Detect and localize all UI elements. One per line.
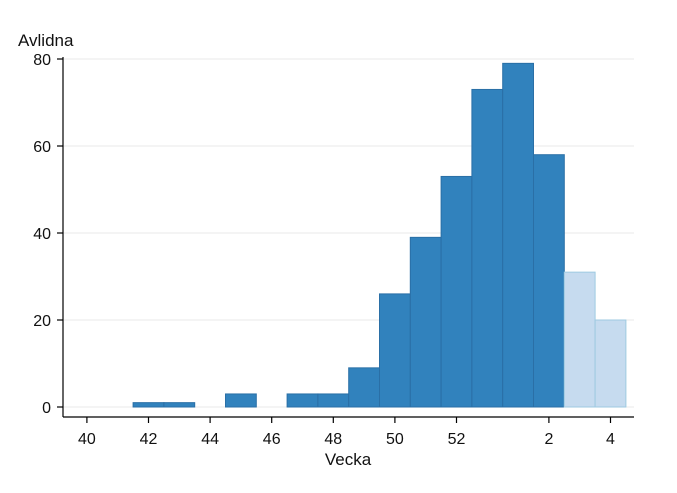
y-tick-label-80: 80 xyxy=(33,52,51,69)
bar-week-48 xyxy=(317,393,350,408)
x-tick-label-50: 50 xyxy=(386,431,404,448)
bar-week-1 xyxy=(502,62,535,408)
x-axis-title: Vecka xyxy=(325,450,372,469)
y-tick-label-0: 0 xyxy=(42,400,51,417)
bar-week-45 xyxy=(225,393,257,408)
bar-week-43 xyxy=(163,402,196,408)
x-tick-label-44: 44 xyxy=(201,431,219,448)
y-ticks: 0 20 40 60 80 xyxy=(33,52,63,417)
bar-week-53 xyxy=(471,88,504,408)
x-tick-label-4: 4 xyxy=(606,431,615,448)
bars xyxy=(132,62,627,408)
y-axis-title: Avlidna xyxy=(18,31,74,50)
x-tick-label-42: 42 xyxy=(140,431,158,448)
y-tick-label-20: 20 xyxy=(33,313,51,330)
bar-week-51 xyxy=(409,236,442,408)
y-tick-label-40: 40 xyxy=(33,226,51,243)
bar-week-4 xyxy=(594,319,627,408)
bar-week-42 xyxy=(132,402,165,408)
bar-week-47 xyxy=(286,393,319,408)
x-ticks: 40 42 44 46 48 50 52 2 4 xyxy=(78,417,615,448)
x-tick-label-48: 48 xyxy=(324,431,342,448)
axes xyxy=(62,57,634,418)
x-tick-label-46: 46 xyxy=(263,431,281,448)
x-tick-label-52: 52 xyxy=(448,431,466,448)
bar-week-3 xyxy=(563,271,596,408)
bar-week-2 xyxy=(533,154,565,408)
y-tick-label-60: 60 xyxy=(33,139,51,156)
bar-week-49 xyxy=(348,367,381,408)
x-tick-label-2: 2 xyxy=(544,431,553,448)
bar-week-50 xyxy=(379,293,411,408)
bar-week-52 xyxy=(440,175,473,408)
x-tick-label-40: 40 xyxy=(78,431,96,448)
